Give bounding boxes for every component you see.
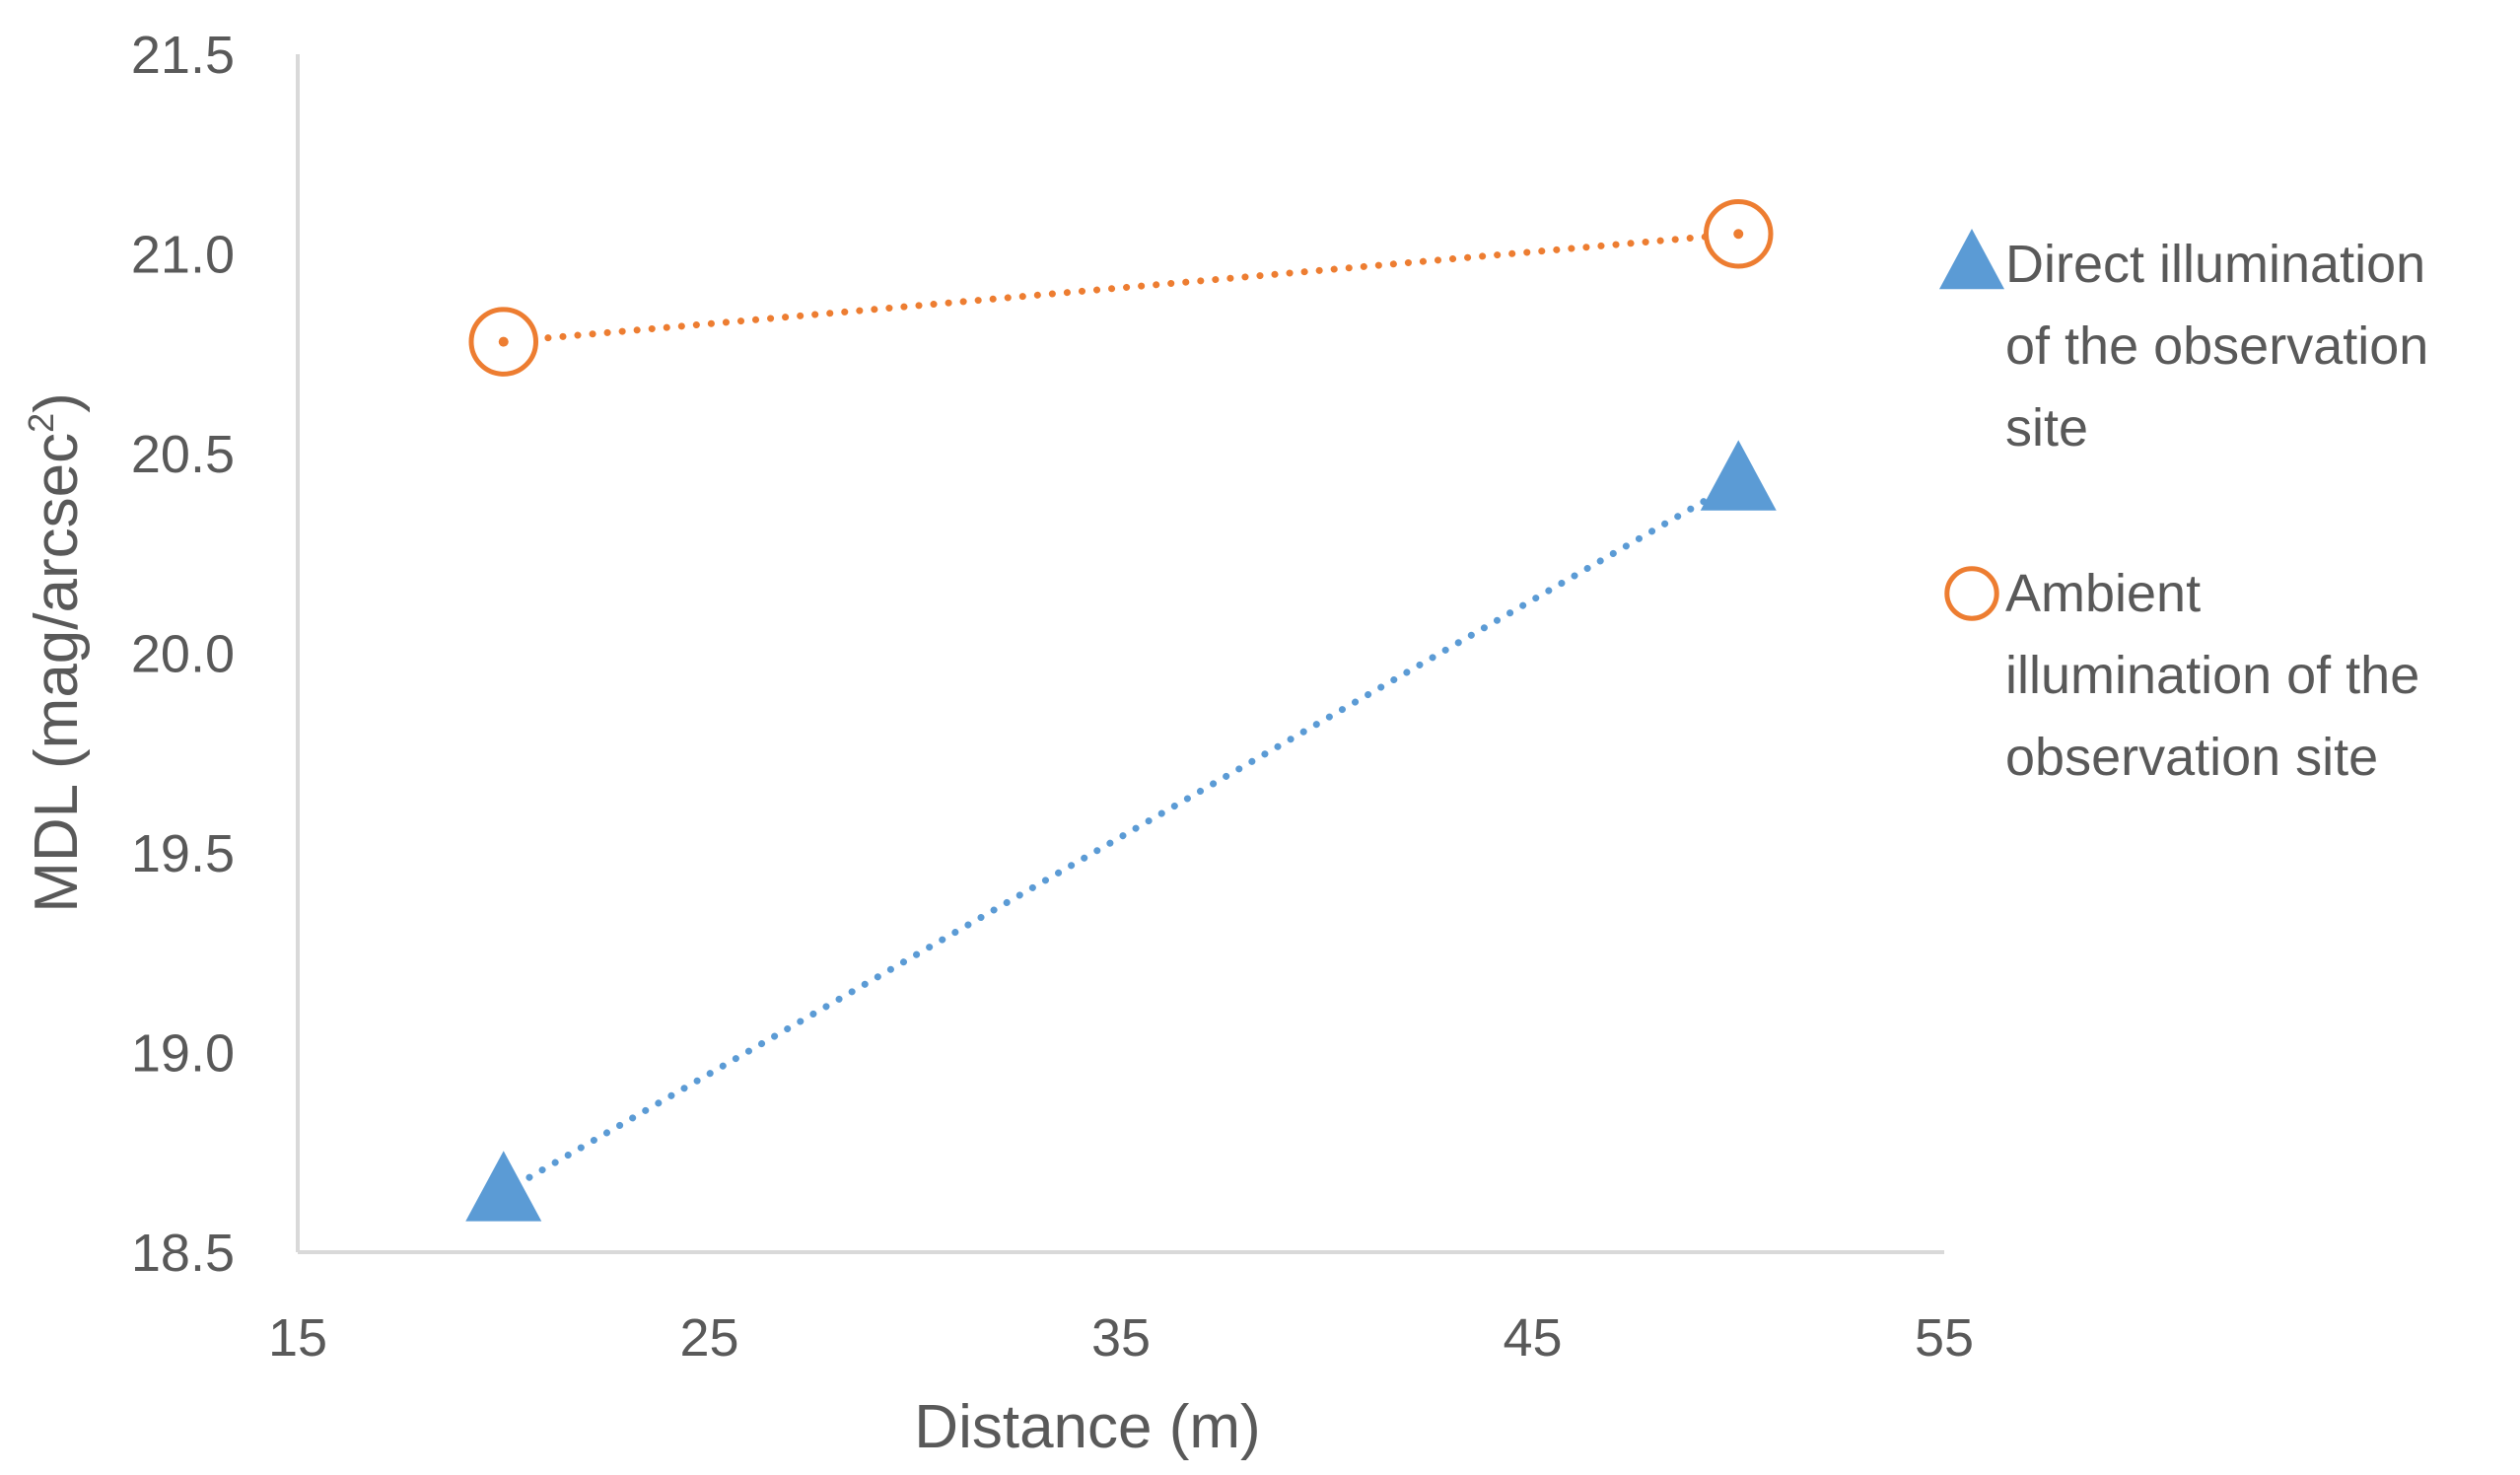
legend-label-2: Ambient: [2005, 564, 2201, 623]
legend-entry-1: Direct illumination of the observation sit…: [1939, 229, 2428, 457]
series-1-point: [1700, 440, 1777, 511]
series-layer: [465, 198, 1777, 1222]
legend-label-1: site: [2005, 398, 2088, 457]
y-tick-labels: 18.5 19.0 19.5 20.0 20.5 21.0 21.5: [131, 26, 235, 1283]
series-2: [468, 198, 1774, 377]
series-1: [465, 440, 1777, 1222]
legend: Direct illumination of the observation sit…: [1939, 229, 2428, 787]
y-tick-label: 19.5: [131, 824, 235, 883]
y-tick-label: 20.0: [131, 625, 235, 684]
x-tick-label: 25: [679, 1308, 738, 1368]
y-axis-title-superscript: 2: [21, 413, 61, 433]
x-tick-label: 35: [1091, 1308, 1151, 1368]
series-2-point-center: [1733, 229, 1744, 240]
legend-label-2: observation site: [2005, 728, 2378, 787]
series-1-trend-line: [500, 477, 1742, 1196]
legend-marker-2: [1944, 566, 1999, 621]
y-tick-label: 19.0: [131, 1024, 235, 1084]
series-2-point-center: [498, 336, 509, 347]
legend-label-2: illumination of the: [2005, 646, 2419, 705]
y-tick-label: 21.5: [131, 26, 235, 85]
y-tick-label: 18.5: [131, 1224, 235, 1283]
x-axis-title: Distance (m): [914, 1393, 1260, 1461]
x-tick-label: 45: [1503, 1308, 1562, 1368]
y-axis-title-close: ): [23, 392, 91, 413]
y-tick-label: 21.0: [131, 226, 235, 285]
x-tick-labels: 15 25 35 45 55: [268, 1308, 1974, 1368]
y-tick-label: 20.5: [131, 425, 235, 484]
axes: [296, 54, 1944, 1254]
y-axis-title: MDL (mag/arcsec2): [21, 392, 91, 913]
legend-marker-1: [1939, 229, 2004, 290]
legend-entry-2: Ambient illumination of the observation si…: [1944, 564, 2419, 787]
series-1-point: [465, 1151, 542, 1222]
x-tick-label: 55: [1915, 1308, 1974, 1368]
y-axis-title-main: MDL (mag/arcsec: [23, 433, 91, 913]
legend-label-1: Direct illumination: [2005, 235, 2425, 294]
x-tick-label: 15: [268, 1308, 327, 1368]
series-2-trend-line: [500, 230, 1742, 346]
legend-label-1: of the observation: [2005, 316, 2428, 376]
